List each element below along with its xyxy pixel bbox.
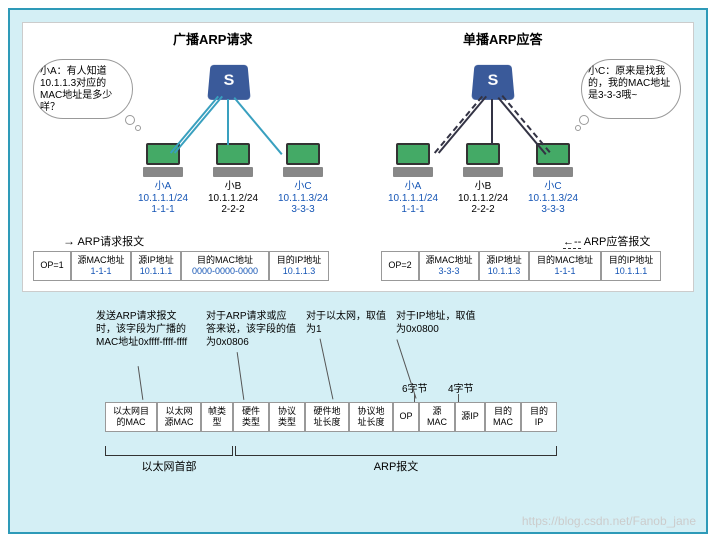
f-dip: 目的IP <box>521 402 557 432</box>
line-r-c-s <box>497 97 546 155</box>
f-op: OP <box>393 402 419 432</box>
rsp-dmac: 目的MAC地址1-1-1 <box>529 251 601 281</box>
bracket-arp-label: ARP报文 <box>235 458 557 474</box>
watermark: https://blog.csdn.net/Fanob_jane <box>522 514 696 528</box>
req-packet: OP=1 源MAC地址1-1-1 源IP地址10.1.1.1 目的MAC地址00… <box>33 251 329 281</box>
ann-a1 <box>138 366 144 400</box>
ann-s1 <box>414 394 415 402</box>
title-right: 单播ARP应答 <box>463 29 542 48</box>
switch-left: S <box>207 65 250 100</box>
req-op: OP=1 <box>33 251 71 281</box>
frame-structure: 以太网目的MAC 以太网源MAC 帧类型 硬件类型 协议类型 硬件地址长度 协议… <box>105 402 557 432</box>
ann-a2 <box>237 352 245 400</box>
f-type: 帧类型 <box>201 402 233 432</box>
title-left: 广播ARP请求 <box>173 29 252 48</box>
pc-b-left <box>213 143 253 179</box>
rsp-label: ←-- ARP应答报文 <box>563 233 650 249</box>
cloud-right: 小C：原来是找我的，我的MAC地址是3-3-3哦~ <box>581 59 681 119</box>
note-1: 发送ARP请求报文时，该字段为广播的MAC地址0xffff-ffff-ffff <box>96 310 192 349</box>
label-a-right: 小A10.1.1.1/241-1-1 <box>383 181 443 216</box>
line-r-b <box>491 99 493 145</box>
req-dip: 目的IP地址10.1.1.3 <box>269 251 329 281</box>
f-plen: 协议地址长度 <box>349 402 393 432</box>
label-c-right: 小C10.1.1.3/243-3-3 <box>523 181 583 216</box>
bracket-eth <box>105 446 233 456</box>
pc-b-right <box>463 143 503 179</box>
label-a-left: 小A10.1.1.1/241-1-1 <box>133 181 193 216</box>
f-proto: 协议类型 <box>269 402 305 432</box>
rsp-op: OP=2 <box>381 251 419 281</box>
note-3: 对于以太网，取值为1 <box>306 310 386 336</box>
req-sip: 源IP地址10.1.1.1 <box>131 251 181 281</box>
label-c-left: 小C10.1.1.3/243-3-3 <box>273 181 333 216</box>
main-frame: 广播ARP请求 单播ARP应答 小A：有人知道10.1.1.3对应的MAC地址是… <box>8 8 708 534</box>
req-smac: 源MAC地址1-1-1 <box>71 251 131 281</box>
label-b-right: 小B10.1.1.2/242-2-2 <box>453 181 513 216</box>
rsp-smac: 源MAC地址3-3-3 <box>419 251 479 281</box>
cloud-left: 小A：有人知道10.1.1.3对应的MAC地址是多少咩？ <box>33 59 133 119</box>
rsp-sip: 源IP地址10.1.1.3 <box>479 251 529 281</box>
f-dmac: 以太网目的MAC <box>105 402 157 432</box>
f-sip: 源IP <box>455 402 485 432</box>
top-panel: 广播ARP请求 单播ARP应答 小A：有人知道10.1.1.3对应的MAC地址是… <box>22 22 694 292</box>
f-smac: 以太网源MAC <box>157 402 201 432</box>
line-l-b <box>227 99 229 145</box>
ann-s2 <box>458 394 459 402</box>
pc-a-right <box>393 143 433 179</box>
req-label: → ARP请求报文 <box>63 233 144 249</box>
bracket-arp <box>235 446 557 456</box>
line-r-c-d <box>501 95 550 153</box>
f-smac2: 源MAC <box>419 402 455 432</box>
note-4: 对于IP地址，取值为0x0800 <box>396 310 482 336</box>
rsp-packet: OP=2 源MAC地址3-3-3 源IP地址10.1.1.3 目的MAC地址1-… <box>381 251 661 281</box>
cloud-tail-l2 <box>135 125 141 131</box>
pc-c-left <box>283 143 323 179</box>
cloud-tail-r1 <box>579 115 589 125</box>
note-2: 对于ARP请求或应答来说，该字段的值为0x0806 <box>206 310 296 349</box>
line-l-a2 <box>170 96 219 154</box>
bracket-eth-label: 以太网首部 <box>105 458 233 474</box>
f-hwlen: 硬件地址长度 <box>305 402 349 432</box>
rsp-dip: 目的IP地址10.1.1.1 <box>601 251 661 281</box>
f-hw: 硬件类型 <box>233 402 269 432</box>
f-dmac2: 目的MAC <box>485 402 521 432</box>
req-dmac: 目的MAC地址0000-0000-0000 <box>181 251 269 281</box>
switch-right: S <box>471 65 514 100</box>
label-b-left: 小B10.1.1.2/242-2-2 <box>203 181 263 216</box>
size-4b: 4字节 <box>448 380 474 395</box>
cloud-tail-r2 <box>575 125 581 131</box>
ann-a3 <box>320 339 334 400</box>
cloud-tail-l1 <box>125 115 135 125</box>
